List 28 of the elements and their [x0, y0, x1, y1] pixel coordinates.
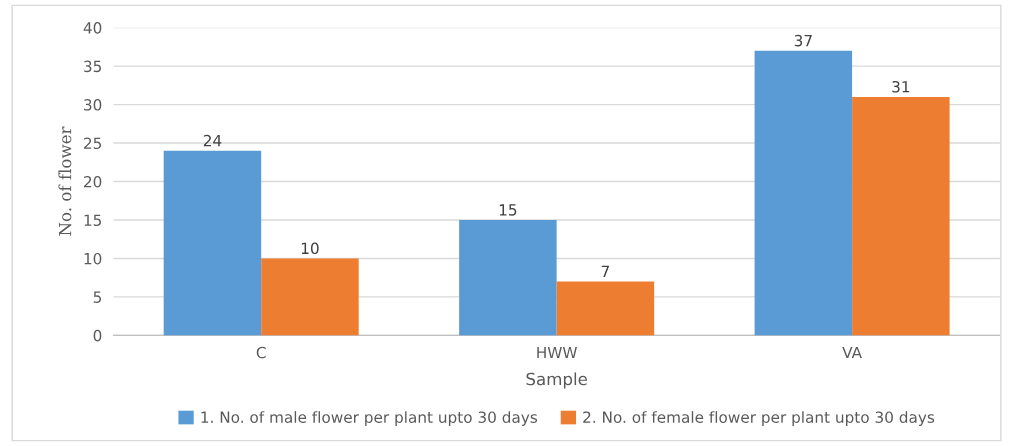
x-tick-label: HWW: [537, 346, 577, 359]
y-tick-label: 10: [84, 252, 102, 265]
bar: [556, 281, 655, 336]
bar: [261, 258, 359, 336]
legend-label: 1. No. of male flower per plant upto 30 days: [201, 411, 538, 426]
y-tick-label: 35: [84, 60, 102, 73]
y-tick-label: 40: [83, 22, 102, 34]
x-tick-label: C: [256, 346, 266, 359]
y-tick-label: 5: [93, 291, 102, 303]
y-axis-title: No. of flower: [58, 126, 72, 236]
bar: [754, 50, 853, 336]
y-tick-label: 25: [84, 137, 102, 150]
data-label: 37: [794, 34, 812, 47]
data-label: 31: [892, 80, 910, 93]
y-tick-label: 0: [93, 329, 102, 342]
x-axis-title: Sample: [526, 372, 587, 389]
y-tick-label: 30: [84, 99, 102, 111]
data-label: 24: [203, 134, 222, 147]
y-tick-label: 20: [84, 175, 102, 188]
y-tick-label: 15: [84, 214, 102, 227]
bar: [163, 150, 262, 336]
bar: [852, 96, 950, 336]
data-label: 10: [301, 242, 319, 255]
legend-label: 2. No. of female flower per plant upto 30 days: [583, 411, 935, 426]
bar: [459, 219, 557, 336]
data-label: 15: [499, 204, 517, 216]
data-label: 7: [601, 265, 609, 277]
x-tick-label: VA: [842, 346, 862, 359]
